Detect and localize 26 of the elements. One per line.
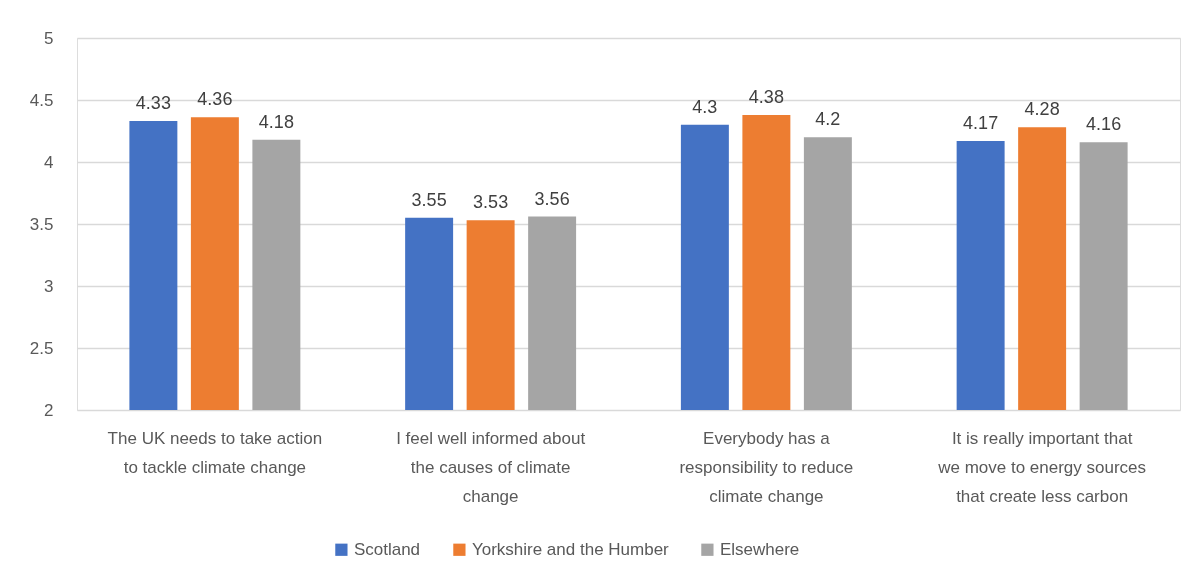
legend-label: Scotland — [353, 539, 421, 559]
y-tick-label: 3.5 — [29, 214, 54, 234]
data-label: 4.33 — [135, 93, 171, 114]
y-tick-label: 4.5 — [29, 90, 54, 110]
data-label: 4.18 — [258, 111, 294, 132]
y-tick-label: 5 — [44, 28, 54, 48]
data-label: 4.16 — [1086, 114, 1122, 135]
x-tick-label: I feel well informed about the causes of climate change — [396, 428, 586, 506]
data-label: 4.28 — [1024, 99, 1060, 120]
data-label: 4.2 — [815, 109, 841, 130]
data-label: 4.17 — [963, 112, 999, 133]
data-label: 4.3 — [692, 96, 718, 117]
y-tick-label: 3 — [44, 276, 54, 296]
data-label: 3.53 — [473, 192, 509, 213]
data-label: 4.38 — [748, 86, 784, 107]
legend-label: Elsewhere — [719, 539, 800, 559]
data-label: 4.36 — [197, 89, 233, 110]
y-tick-label: 2.5 — [29, 338, 54, 358]
legend-label: Yorkshire and the Humber — [471, 539, 670, 559]
y-tick-label: 2 — [44, 400, 54, 420]
x-tick-label: It is really important that we move to energy sources that create less carbon — [937, 428, 1147, 506]
data-label: 3.56 — [534, 188, 570, 209]
x-tick-label: The UK needs to take action to tackle climate change — [107, 428, 323, 477]
data-label: 3.55 — [411, 189, 447, 210]
x-tick-label: Everybody has a responsibility to reduce climate change — [679, 428, 854, 506]
y-tick-label: 4 — [44, 152, 54, 172]
